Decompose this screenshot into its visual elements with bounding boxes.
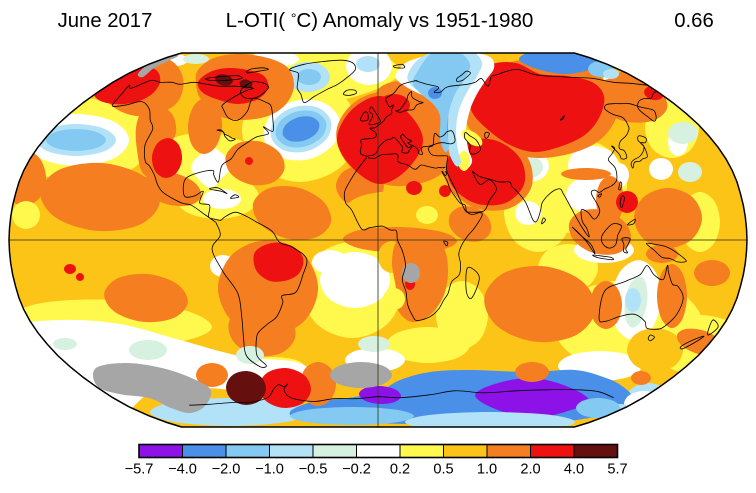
svg-text:2.0: 2.0 — [520, 462, 540, 478]
svg-text:−0.5: −0.5 — [299, 462, 328, 478]
svg-text:4.0: 4.0 — [564, 462, 584, 478]
svg-text:0.66: 0.66 — [674, 10, 713, 32]
svg-text:−1.0: −1.0 — [255, 462, 284, 478]
svg-text:1.0: 1.0 — [477, 462, 497, 478]
svg-text:0.5: 0.5 — [433, 462, 453, 478]
svg-text:−5.7: −5.7 — [125, 462, 154, 478]
svg-text:−2.0: −2.0 — [212, 462, 241, 478]
svg-text:L-OTI( °C) Anomaly vs 1951-198: L-OTI( °C) Anomaly vs 1951-1980 — [226, 9, 534, 32]
svg-text:5.7: 5.7 — [607, 462, 627, 478]
svg-text:−0.2: −0.2 — [342, 462, 371, 478]
svg-text:June 2017: June 2017 — [58, 10, 153, 32]
svg-text:0.2: 0.2 — [390, 462, 410, 478]
svg-text:−4.0: −4.0 — [168, 462, 197, 478]
